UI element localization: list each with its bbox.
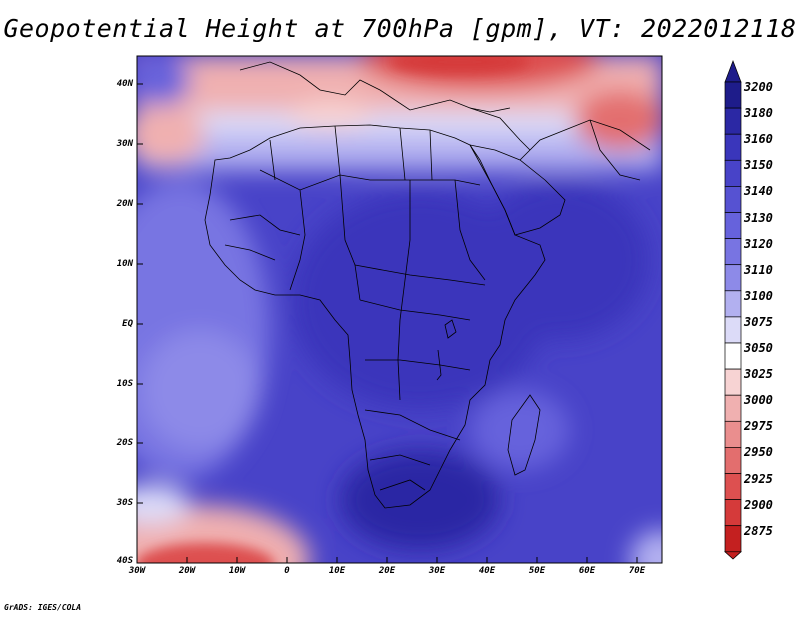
- lon-label-30w: 30W: [128, 566, 146, 576]
- footer-credit: GrADS: IGES/COLA: [4, 603, 82, 612]
- lat-label-40n: 40N: [116, 79, 133, 89]
- colorbar-swatch: [724, 290, 742, 318]
- colorbar-swatch: [724, 264, 742, 292]
- colorbar-label: 2950: [744, 445, 773, 460]
- colorbar-swatch: [724, 394, 742, 422]
- coastlines: [204, 61, 651, 509]
- lat-label-40s: 40S: [116, 556, 133, 566]
- colorbar-label: 3200: [744, 80, 773, 94]
- chart-title: Geopotential Height at 700hPa [gpm], VT:…: [3, 14, 797, 43]
- lon-label-70e: 70E: [628, 566, 646, 576]
- colorbar-swatch: [724, 159, 742, 187]
- lat-label-20n: 20N: [116, 199, 133, 209]
- lon-label-0: 0: [284, 566, 290, 576]
- colorbar-label: 3120: [744, 236, 773, 251]
- colorbar-swatch: [724, 342, 742, 370]
- height-field: [137, 56, 662, 563]
- colorbar-swatch: [724, 447, 742, 474]
- map-frame: [136, 55, 663, 564]
- lat-label-eq: EQ: [122, 319, 133, 329]
- colorbar-label: 3180: [744, 106, 773, 121]
- colorbar-swatch: [724, 368, 742, 396]
- lat-label-10n: 10N: [116, 259, 133, 269]
- lon-label-20w: 20W: [178, 566, 196, 576]
- colorbar-swatch: [724, 186, 742, 213]
- colorbar-swatch: [724, 525, 742, 553]
- colorbar-swatch: [724, 473, 742, 500]
- colorbar-swatch: [724, 420, 742, 448]
- lat-label-10s: 10S: [116, 379, 133, 389]
- colorbar-label: 3050: [744, 341, 773, 355]
- colorbar-label: 2875: [744, 523, 773, 538]
- colorbar-label: 3110: [744, 262, 773, 277]
- lat-label-30s: 30S: [116, 498, 133, 508]
- colorbar-swatch: [724, 212, 742, 239]
- colorbar-label: 2925: [744, 471, 773, 486]
- colorbar: [724, 60, 742, 560]
- colorbar-swatch: [724, 499, 742, 527]
- colorbar-label: 3025: [744, 367, 773, 382]
- colorbar-swatch: [724, 107, 742, 135]
- lon-label-10w: 10W: [228, 566, 246, 576]
- colorbar-arrow-bottom: [724, 551, 742, 560]
- lon-label-30e: 30E: [428, 566, 446, 576]
- lat-label-30n: 30N: [116, 139, 133, 149]
- colorbar-swatch: [724, 133, 742, 161]
- lon-label-60e: 60E: [578, 566, 596, 576]
- colorbar-arrow-top: [724, 60, 742, 83]
- colorbar-label: 3100: [744, 288, 773, 303]
- lon-label-40e: 40E: [478, 566, 496, 576]
- colorbar-label: 3150: [744, 158, 773, 173]
- lon-label-10e: 10E: [328, 566, 346, 576]
- colorbar-swatch: [724, 81, 742, 109]
- lon-label-50e: 50E: [528, 566, 546, 576]
- colorbar-swatch: [724, 238, 742, 266]
- colorbar-label: 3160: [744, 132, 773, 147]
- lon-label-20e: 20E: [378, 566, 396, 576]
- colorbar-swatch: [724, 316, 742, 344]
- axis-ticks: [136, 83, 638, 564]
- colorbar-label: 2975: [744, 419, 773, 434]
- colorbar-label: 2900: [744, 497, 773, 512]
- colorbar-label: 3075: [744, 314, 773, 329]
- colorbar-label: 3140: [744, 184, 773, 199]
- colorbar-label: 3000: [744, 393, 773, 408]
- lat-label-20s: 20S: [116, 438, 133, 448]
- colorbar-label: 3130: [744, 210, 773, 225]
